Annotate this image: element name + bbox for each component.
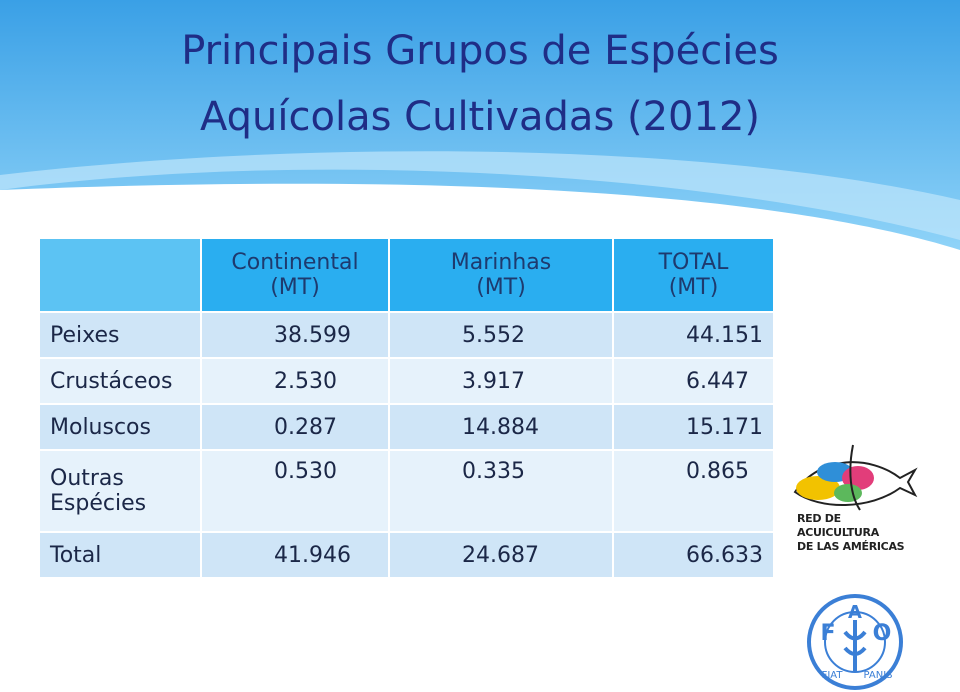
value-cell: 3.917 bbox=[388, 357, 614, 405]
value-cell: 38.599 bbox=[200, 311, 390, 359]
header-row: Continental (MT) Marinhas (MT) TOTAL (MT) bbox=[38, 237, 775, 313]
value-cell: 5.552 bbox=[388, 311, 614, 359]
fao-letter: F bbox=[820, 621, 835, 646]
row-label: Peixes bbox=[38, 311, 202, 359]
header-cell: Continental (MT) bbox=[200, 237, 390, 313]
fao-motto: FIAT bbox=[822, 670, 844, 681]
fao-letter: A bbox=[848, 602, 862, 623]
row: Moluscos 0.287 14.884 15.171 bbox=[38, 403, 775, 451]
title: Principais Grupos de Espécies bbox=[181, 28, 779, 74]
table: Continental (MT) Marinhas (MT) TOTAL (MT) P… bbox=[38, 237, 775, 579]
value-cell: 0.335 bbox=[388, 449, 614, 533]
header-cell bbox=[38, 237, 202, 313]
fao-motto: PANIS bbox=[863, 670, 892, 681]
value-cell: 24.687 bbox=[388, 531, 614, 579]
value-cell: 0.530 bbox=[200, 449, 390, 533]
value-cell: 66.633 bbox=[612, 531, 775, 579]
row: Peixes 38.599 5.552 44.151 bbox=[38, 311, 775, 359]
row: Crustáceos 2.530 3.917 6.447 bbox=[38, 357, 775, 405]
logo-text: DE LAS AMÉRICAS bbox=[797, 540, 905, 553]
row: Total 41.946 24.687 66.633 bbox=[38, 531, 775, 579]
row-label: Outras Espécies bbox=[38, 449, 202, 533]
row: Outras Espécies 0.530 0.335 0.865 bbox=[38, 449, 775, 533]
value-cell: 0.865 bbox=[612, 449, 775, 533]
value-cell: 15.171 bbox=[612, 403, 775, 451]
fao-logo bbox=[807, 594, 903, 690]
value-cell: 6.447 bbox=[612, 357, 775, 405]
value-cell: 0.287 bbox=[200, 403, 390, 451]
header-cell: TOTAL (MT) bbox=[612, 237, 775, 313]
value-cell: 14.884 bbox=[388, 403, 614, 451]
title: Aquícolas Cultivadas (2012) bbox=[200, 94, 760, 140]
logo-text: ACUICULTURA bbox=[797, 526, 879, 539]
row-label: Crustáceos bbox=[38, 357, 202, 405]
row-label: Total bbox=[38, 531, 202, 579]
value-cell: 41.946 bbox=[200, 531, 390, 579]
row-label: Moluscos bbox=[38, 403, 202, 451]
red-logo bbox=[793, 444, 918, 511]
fao-letter: O bbox=[873, 621, 892, 646]
value-cell: 44.151 bbox=[612, 311, 775, 359]
logo-text: RED DE bbox=[797, 512, 841, 525]
value-cell: 2.530 bbox=[200, 357, 390, 405]
header-cell: Marinhas (MT) bbox=[388, 237, 614, 313]
